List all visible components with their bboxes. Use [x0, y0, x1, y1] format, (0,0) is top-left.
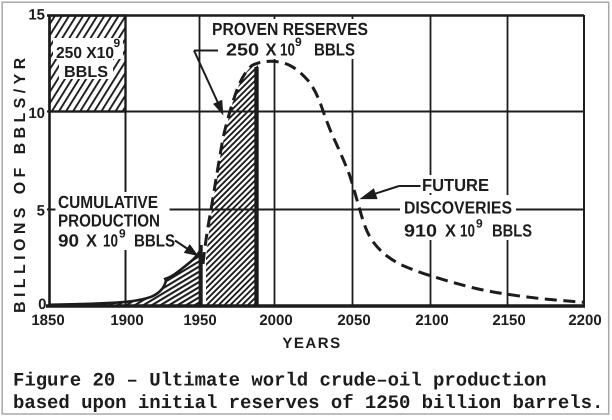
- svg-text:0: 0: [38, 296, 46, 313]
- svg-text:9: 9: [295, 35, 302, 49]
- svg-text:PROVEN RESERVES: PROVEN RESERVES: [212, 19, 368, 39]
- svg-text:10: 10: [280, 40, 295, 60]
- svg-text:X: X: [266, 40, 277, 60]
- svg-text:2000: 2000: [259, 312, 292, 329]
- svg-text:10: 10: [103, 231, 118, 251]
- svg-text:2150: 2150: [492, 312, 525, 329]
- svg-text:BBLS: BBLS: [134, 231, 175, 251]
- svg-text:10: 10: [28, 105, 45, 122]
- svg-text:250 X10: 250 X10: [56, 45, 114, 62]
- svg-text:9: 9: [119, 227, 126, 241]
- svg-text:1950: 1950: [183, 312, 216, 329]
- svg-text:15: 15: [28, 7, 45, 24]
- svg-text:FUTURE: FUTURE: [422, 175, 489, 195]
- svg-text:BBLS: BBLS: [64, 64, 108, 81]
- svg-text:BILLIONS OF BBLS/YR: BILLIONS OF BBLS/YR: [12, 53, 29, 313]
- svg-text:1900: 1900: [110, 312, 143, 329]
- svg-text:Figure 20 – Ultimate world cru: Figure 20 – Ultimate world crude–oil pro…: [13, 370, 547, 392]
- svg-text:PRODUCTION: PRODUCTION: [58, 211, 160, 231]
- svg-text:BBLS: BBLS: [492, 221, 532, 241]
- svg-text:5: 5: [37, 203, 45, 220]
- svg-text:10: 10: [460, 221, 475, 241]
- svg-text:1850: 1850: [31, 312, 64, 329]
- svg-text:910: 910: [404, 221, 437, 241]
- svg-text:9: 9: [476, 217, 483, 231]
- svg-text:X: X: [445, 221, 456, 241]
- svg-text:YEARS: YEARS: [282, 335, 341, 352]
- svg-text:9: 9: [114, 36, 121, 50]
- svg-text:90: 90: [58, 231, 79, 251]
- svg-text:based upon initial reserves of: based upon initial reserves of 1250 bill…: [13, 392, 603, 414]
- svg-text:BBLS: BBLS: [314, 40, 355, 60]
- svg-text:X: X: [86, 231, 97, 251]
- svg-text:2200: 2200: [568, 312, 601, 329]
- svg-text:250: 250: [226, 40, 259, 60]
- svg-text:2100: 2100: [415, 312, 448, 329]
- svg-text:CUMULATIVE: CUMULATIVE: [58, 192, 158, 212]
- svg-text:2050: 2050: [337, 312, 370, 329]
- svg-text:DISCOVERIES: DISCOVERIES: [404, 198, 512, 218]
